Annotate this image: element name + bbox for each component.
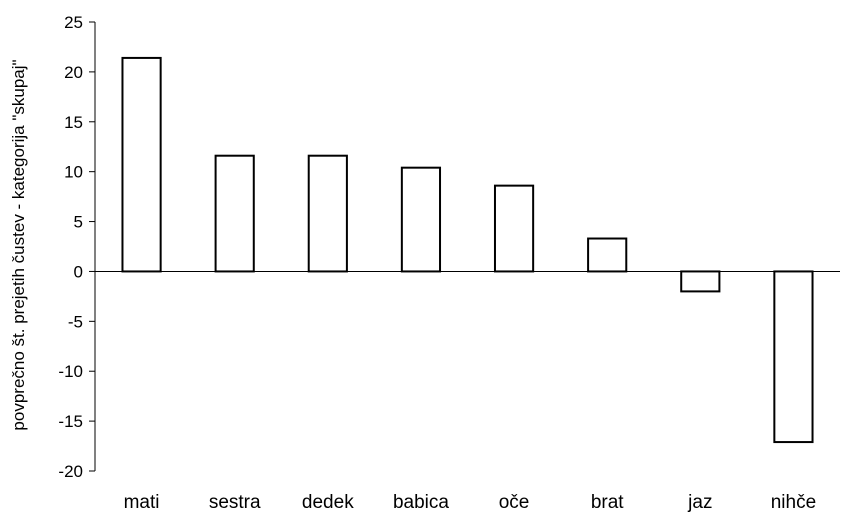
y-tick-label: 5 [74, 213, 83, 232]
y-tick-label: 15 [64, 113, 83, 132]
y-axis-label: povprečno št. prejetih čustev - kategori… [9, 59, 28, 430]
y-tick-label: -5 [68, 312, 83, 331]
x-tick-label: mati [124, 492, 160, 513]
y-tick-labels: 25 20 15 10 5 0 -5 -10 -15 -20 [58, 13, 83, 481]
x-tick-label: brat [591, 492, 624, 513]
x-tick-label: jaz [687, 492, 712, 513]
bar-jaz [680, 270, 721, 293]
x-tick-label: sestra [209, 492, 261, 513]
y-tick-label: 10 [64, 163, 83, 182]
x-tick-labels: mati sestra dedek babica oče brat jaz nihče [124, 492, 817, 513]
x-tick-label: babica [393, 492, 449, 513]
y-tick-label: 25 [64, 13, 83, 32]
y-tick-label: 0 [74, 262, 83, 281]
x-tick-label: oče [499, 492, 530, 513]
bar-babica [400, 166, 442, 273]
bar-oče [493, 184, 535, 273]
x-tick-label: nihče [771, 492, 816, 513]
bar-dedek [307, 154, 348, 273]
y-tick-label: -20 [58, 462, 83, 481]
bar-nihče [773, 270, 814, 444]
y-axis [89, 21, 96, 472]
bar-sestra [214, 154, 255, 273]
bars [121, 56, 814, 444]
bar-mati [121, 56, 162, 273]
y-tick-label: -10 [58, 362, 83, 381]
x-tick-label: dedek [302, 492, 354, 513]
bar-brat [587, 237, 628, 273]
y-tick-label: -15 [58, 412, 83, 431]
y-tick-label: 20 [64, 63, 83, 82]
